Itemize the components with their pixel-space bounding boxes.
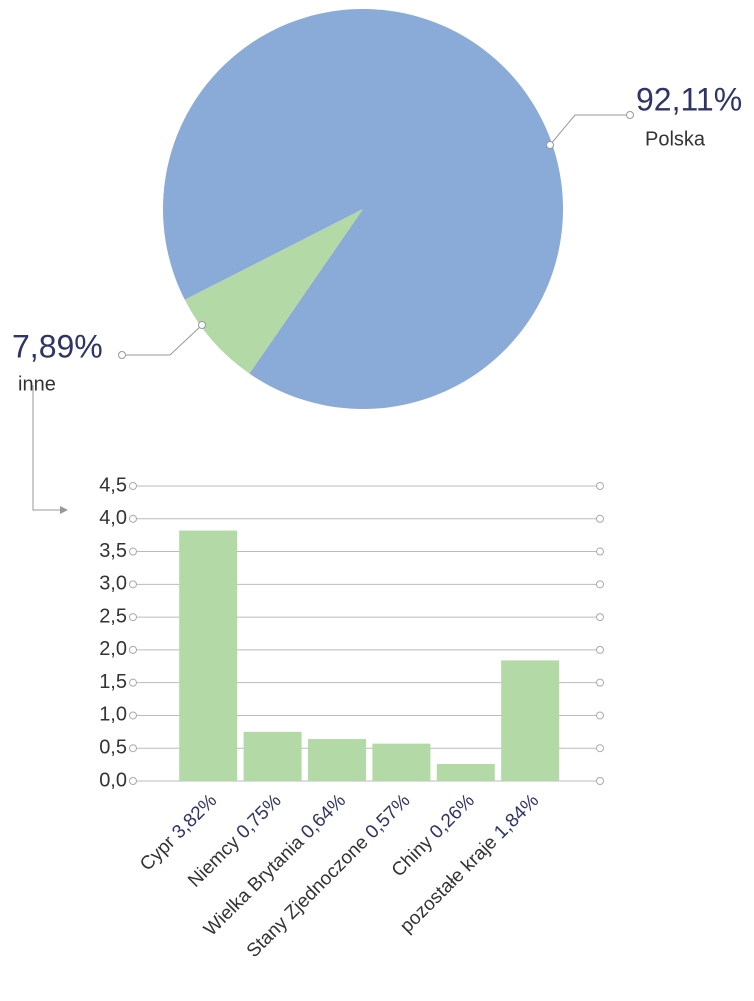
- y-tick-label: 4,5: [99, 474, 127, 496]
- pie-slice: [162, 8, 563, 409]
- leader-line: [549, 114, 630, 146]
- bar: [501, 660, 560, 781]
- y-tick-label: 1,0: [99, 704, 127, 726]
- bar: [308, 739, 366, 781]
- category-value: 0,57%: [362, 790, 415, 843]
- leader-dot: [546, 141, 554, 149]
- grid-dot: [596, 514, 604, 523]
- category-value: 0,64%: [297, 790, 350, 843]
- category-value: 1,84%: [490, 790, 543, 843]
- y-tick-label: 2,5: [99, 605, 127, 627]
- arrow-head: [60, 506, 68, 514]
- grid-dot: [596, 711, 604, 720]
- grid-dot: [596, 645, 604, 654]
- category-name: Stany Zjednoczone: [243, 832, 373, 962]
- grid-dot: [596, 678, 604, 687]
- bar: [179, 530, 238, 781]
- slice-value-label: 7,89%: [12, 328, 103, 364]
- category-value: 0,75%: [233, 790, 286, 843]
- category-name: Niemcy: [184, 832, 244, 892]
- category-value: 0,26%: [426, 790, 479, 843]
- grid-dot: [129, 711, 137, 720]
- slice-value-label: 92,11%: [636, 81, 742, 117]
- grid-dot: [596, 744, 604, 753]
- pie-slice: [184, 209, 363, 374]
- y-tick-label: 0,5: [99, 737, 127, 759]
- bar: [436, 763, 495, 781]
- grid-dot: [596, 482, 604, 490]
- grid-dot: [129, 613, 137, 622]
- grid-dot: [129, 547, 137, 556]
- grid-dot: [129, 580, 137, 589]
- leader-line: [122, 324, 203, 356]
- leader-dot: [626, 111, 634, 119]
- y-tick-label: 2,0: [99, 638, 127, 660]
- category-value: 3,82%: [168, 790, 221, 843]
- bar: [243, 731, 302, 781]
- y-tick-label: 4,0: [99, 507, 127, 529]
- y-tick-label: 1,5: [99, 671, 127, 693]
- category-name: Chiny: [388, 832, 438, 882]
- y-tick-label: 0,0: [99, 769, 127, 791]
- connector: [32, 385, 62, 511]
- category-name: Cypr: [136, 832, 180, 876]
- slice-label: Polska: [645, 128, 706, 150]
- bar: [372, 743, 431, 781]
- grid-dot: [129, 482, 137, 490]
- grid-dot: [129, 514, 137, 523]
- slice-label: inne: [18, 373, 56, 395]
- grid-dot: [129, 645, 137, 654]
- grid-dot: [596, 547, 604, 556]
- grid-dot: [129, 678, 137, 687]
- grid-dot: [596, 580, 604, 589]
- leader-dot: [118, 351, 126, 359]
- grid-dot: [129, 777, 137, 785]
- grid-dot: [596, 777, 604, 785]
- leader-dot: [198, 321, 206, 329]
- grid-dot: [129, 744, 137, 753]
- grid-dot: [596, 613, 604, 622]
- y-tick-label: 3,5: [99, 540, 127, 562]
- y-tick-label: 3,0: [99, 573, 127, 595]
